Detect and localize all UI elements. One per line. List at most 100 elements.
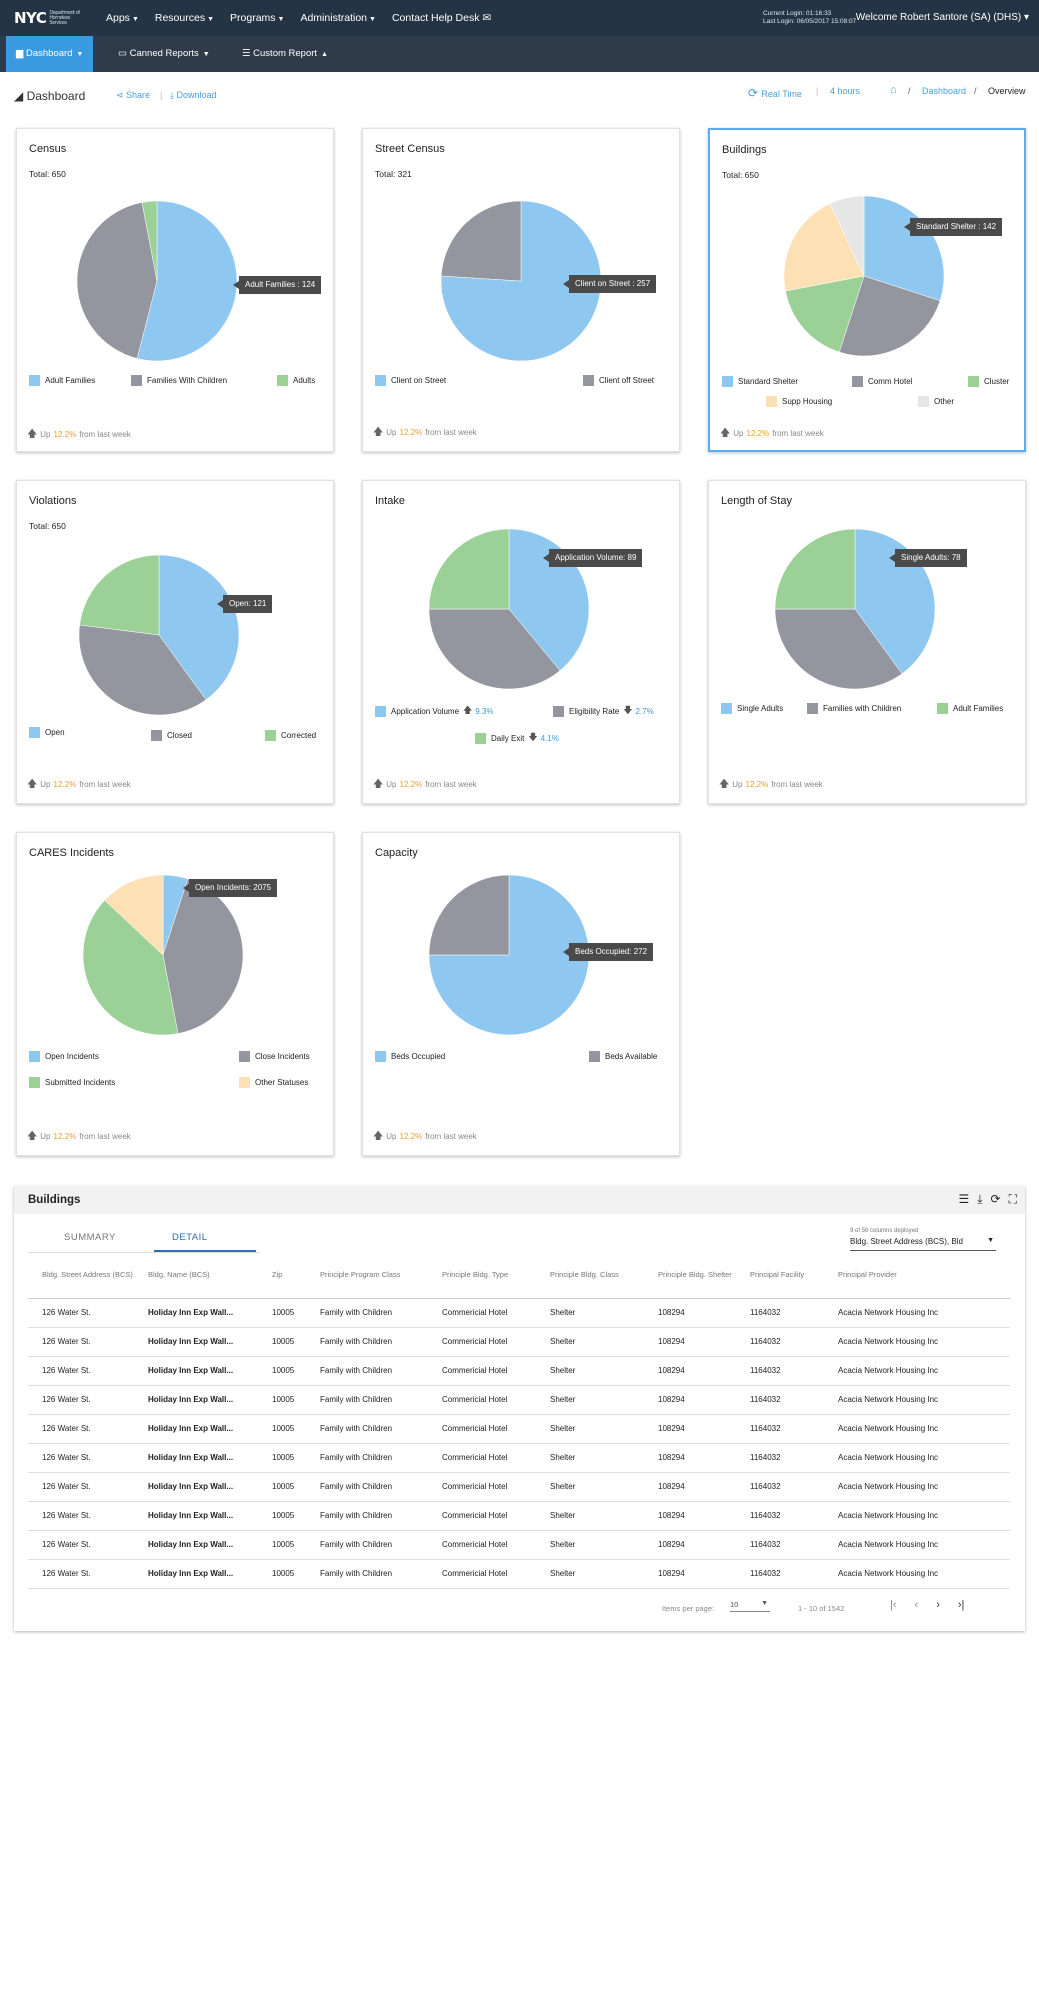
download-link[interactable]: ⤓ Download [170, 90, 217, 100]
table-row[interactable]: 126 Water St. Holiday Inn Exp Wall... 1000… [28, 1298, 1010, 1328]
col-header[interactable]: Principle Bldg. Class [536, 1268, 644, 1299]
nyc-logo[interactable]: NYC Department of Homeless Services [14, 9, 80, 27]
legend-item[interactable]: Comm Hotel [852, 376, 912, 387]
card-street-census[interactable]: Street Census Total: 321 Client on Stree… [362, 128, 680, 452]
pie-slice-adult-families[interactable] [136, 201, 237, 361]
table-row[interactable]: 126 Water St. Holiday Inn Exp Wall... 1000… [28, 1327, 1010, 1357]
pie-slice-other-statuses[interactable] [104, 875, 164, 956]
nav-apps[interactable]: Apps ▼ [106, 12, 139, 24]
col-header[interactable]: Bldg. Name (BCS) [134, 1268, 258, 1299]
pie-slice-closed[interactable] [79, 624, 207, 715]
arrow-up-icon: 🡅 [27, 1131, 38, 1142]
table-cell: 10005 [258, 1327, 306, 1357]
col-header[interactable]: Principle Bldg. Shelter [644, 1268, 736, 1299]
card-length-of-stay[interactable]: Length of Stay Single Adults: 78 Single … [708, 480, 1026, 804]
col-header[interactable]: Principle Bldg. Type [428, 1268, 536, 1299]
table-row[interactable]: 126 Water St. Holiday Inn Exp Wall... 1000… [28, 1385, 1010, 1415]
pie-slice-daily-exit[interactable] [429, 529, 510, 610]
col-header[interactable]: Principal Facility [736, 1268, 824, 1299]
realtime-toggle[interactable]: ⟳ Real Time [748, 86, 802, 100]
nav-contact-help-desk[interactable]: Contact Help Desk ✉ [391, 12, 492, 24]
legend-item[interactable]: Families with Children [807, 703, 901, 714]
legend-item[interactable]: Other Statuses [239, 1077, 308, 1088]
column-select[interactable]: Bldg. Street Address (BCS), Bld ▼ [850, 1237, 996, 1251]
legend-item[interactable]: Eligibility Rate 🡇 2.7% [553, 703, 654, 719]
table-cell: Shelter [536, 1327, 644, 1357]
prev-page-icon[interactable]: ‹ [914, 1599, 919, 1611]
table-row[interactable]: 126 Water St. Holiday Inn Exp Wall... 1000… [28, 1414, 1010, 1444]
share-link[interactable]: ⋖ Share [116, 90, 151, 100]
legend-item[interactable]: Daily Exit 🡇 4.1% [475, 730, 559, 746]
last-page-icon[interactable]: ›| [957, 1599, 965, 1611]
col-header[interactable]: Principal Provider [824, 1268, 1010, 1299]
pie-slice-supp-housing[interactable] [784, 203, 865, 292]
legend-item[interactable]: Other [918, 396, 954, 407]
legend-item[interactable]: Application Volume 🡅 9.3% [375, 703, 494, 719]
legend-item[interactable]: Adult Families [937, 703, 1003, 714]
tab-dashboard[interactable]: ▆ Dashboard ▼ [6, 36, 94, 72]
col-header[interactable]: Principle Program Class [306, 1268, 428, 1299]
table-row[interactable]: 126 Water St. Holiday Inn Exp Wall... 1000… [28, 1472, 1010, 1502]
filter-icon[interactable]: ☰ [958, 1192, 970, 1206]
legend-item[interactable]: Adults [277, 375, 315, 386]
pie-slice-families-with-children[interactable] [77, 202, 158, 359]
pie-slice-other[interactable] [829, 196, 865, 277]
legend-item[interactable]: Standard Shelter [722, 376, 798, 387]
home-icon[interactable]: ⌂ [890, 84, 897, 96]
legend-item[interactable]: Submitted Incidents [29, 1077, 115, 1088]
legend-item[interactable]: Close Incidents [239, 1051, 310, 1062]
tab-custom-report[interactable]: ☰ Custom Report ▲ [242, 48, 328, 59]
table-row[interactable]: 126 Water St. Holiday Inn Exp Wall... 1000… [28, 1443, 1010, 1473]
user-menu[interactable]: Welcome Robert Santore (SA) (DHS) ▾ [855, 12, 1029, 23]
next-page-icon[interactable]: › [936, 1599, 940, 1611]
pie-slice-comm-hotel[interactable] [838, 275, 941, 356]
legend-item[interactable]: Supp Housing [766, 396, 832, 407]
legend-item[interactable]: Corrected [265, 730, 316, 741]
legend-item[interactable]: Open [29, 727, 65, 738]
pie-slice-families-with-children[interactable] [775, 608, 903, 689]
pie-slice-adult-families[interactable] [775, 529, 856, 610]
fullscreen-icon[interactable]: ⛶ [1008, 1192, 1017, 1206]
tab-detail[interactable]: DETAIL [172, 1232, 208, 1243]
pie-slice-beds-available[interactable] [429, 875, 510, 956]
legend-item[interactable]: Single Adults [721, 703, 783, 714]
col-header[interactable]: Bldg. Street Address (BCS) [28, 1268, 134, 1299]
card-census[interactable]: Census Total: 650 Adult Families : 124 A… [16, 128, 334, 452]
items-per-page-select[interactable]: 10 ▼ [730, 1600, 770, 1612]
pie-slice-adults[interactable] [141, 201, 158, 282]
legend-item[interactable]: Families With Children [131, 375, 227, 386]
interval-select[interactable]: 4 hours [830, 86, 861, 96]
legend-item[interactable]: Open Incidents [29, 1051, 99, 1062]
card-buildings[interactable]: Buildings Total: 650 Standard Shelter : … [708, 128, 1026, 452]
pie-slice-corrected[interactable] [79, 555, 160, 636]
card-intake[interactable]: Intake Application Volume: 89 Applicatio… [362, 480, 680, 804]
table-row[interactable]: 126 Water St. Holiday Inn Exp Wall... 1000… [28, 1530, 1010, 1560]
tab-canned-reports[interactable]: ▭ Canned Reports ▼ [118, 48, 210, 59]
breadcrumb-dashboard[interactable]: Dashboard [922, 86, 967, 96]
card-cares-incidents[interactable]: CARES Incidents Open Incidents: 2075 Ope… [16, 832, 334, 1156]
card-capacity[interactable]: Capacity Beds Occupied: 272 Beds Occupie… [362, 832, 680, 1156]
table-row[interactable]: 126 Water St. Holiday Inn Exp Wall... 1000… [28, 1559, 1010, 1589]
tab-summary[interactable]: SUMMARY [64, 1232, 116, 1243]
legend-item[interactable]: Beds Available [589, 1051, 657, 1062]
nav-administration[interactable]: Administration ▼ [300, 12, 376, 24]
pie-slice-cluster[interactable] [785, 275, 865, 353]
legend-item[interactable]: Client off Street [583, 375, 654, 386]
pie-slice-submitted-incidents[interactable] [83, 899, 179, 1035]
first-page-icon[interactable]: |‹ [890, 1599, 897, 1611]
col-header[interactable]: Zip [258, 1268, 306, 1299]
legend-item[interactable]: Beds Occupied [375, 1051, 445, 1062]
legend-item[interactable]: Closed [151, 730, 192, 741]
pie-slice-client-off-street[interactable] [441, 201, 522, 282]
legend-item[interactable]: Cluster [968, 376, 1009, 387]
legend-item[interactable]: Client on Street [375, 375, 446, 386]
download-icon[interactable]: ⤓ [977, 1192, 983, 1206]
pie-slice-eligibility-rate[interactable] [429, 608, 561, 689]
table-row[interactable]: 126 Water St. Holiday Inn Exp Wall... 1000… [28, 1501, 1010, 1531]
table-row[interactable]: 126 Water St. Holiday Inn Exp Wall... 1000… [28, 1356, 1010, 1386]
refresh-icon[interactable]: ⟳ [990, 1192, 1001, 1206]
nav-resources[interactable]: Resources ▼ [154, 12, 215, 24]
legend-item[interactable]: Adult Families [29, 375, 95, 386]
card-violations[interactable]: Violations Total: 650 Open: 121 Open Clo… [16, 480, 334, 804]
nav-programs[interactable]: Programs ▼ [230, 12, 285, 24]
